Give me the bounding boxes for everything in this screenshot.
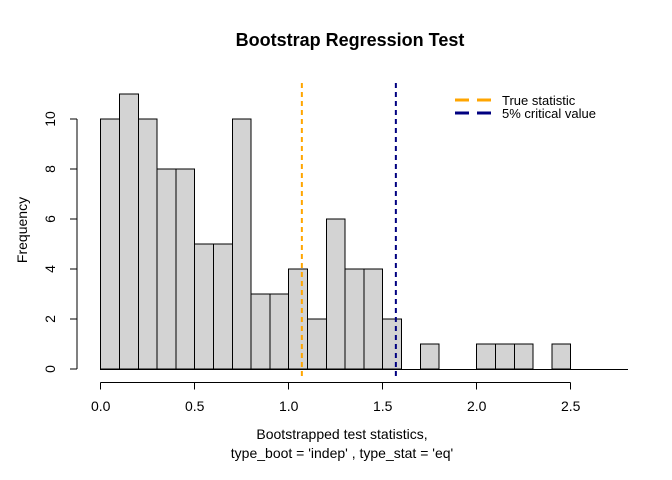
x-tick-label: 1.5 [373,398,393,414]
x-tick-label: 0.5 [185,398,205,414]
histogram-bar [307,318,327,370]
legend-label: 5% critical value [502,105,596,121]
histogram-bar [175,168,196,370]
histogram-bar [137,118,158,370]
y-tick-label: 8 [42,165,58,173]
histogram-bar [194,243,214,370]
histogram-bar [476,343,497,370]
histogram-bar [288,268,309,370]
histogram-bar [156,168,177,370]
histogram-bar [231,118,252,370]
x-tick-label: 0.0 [91,398,111,414]
navy-dashed-line-swatch [455,111,493,115]
histogram-bar [495,343,515,370]
histogram-bar [513,343,534,370]
histogram-bar [344,268,365,370]
x-axis-label-line1: Bootstrapped test statistics, [256,426,428,442]
legend-item-critical-value: 5% critical value [455,105,596,121]
orange-dashed-line-swatch [455,98,493,102]
legend: True statistic 5% critical value [455,92,596,121]
histogram-bar [382,318,403,370]
histogram-bar [269,293,290,370]
histogram-bar [419,343,440,370]
histogram-bar [100,118,120,370]
legend-item-true-statistic: True statistic [455,92,596,108]
y-tick-label: 2 [42,315,58,323]
histogram-bar [551,343,572,370]
y-tick-label: 0 [42,365,58,373]
x-tick-label: 2.0 [467,398,487,414]
y-tick-label: 10 [42,111,58,127]
histogram-bar [363,268,384,370]
histogram-bar [119,93,139,370]
histogram-bar [250,293,271,370]
y-tick-label: 4 [42,265,58,273]
x-axis-label-line2: type_boot = 'indep' , type_stat = 'eq' [230,445,454,461]
x-tick-label: 2.5 [561,398,581,414]
x-tick-label: 1.0 [279,398,299,414]
y-tick-label: 6 [42,215,58,223]
histogram-bar [325,218,346,370]
chart-title: Bootstrap Regression Test [235,30,465,50]
legend-label: True statistic [502,92,576,108]
histogram-bar [213,243,233,370]
